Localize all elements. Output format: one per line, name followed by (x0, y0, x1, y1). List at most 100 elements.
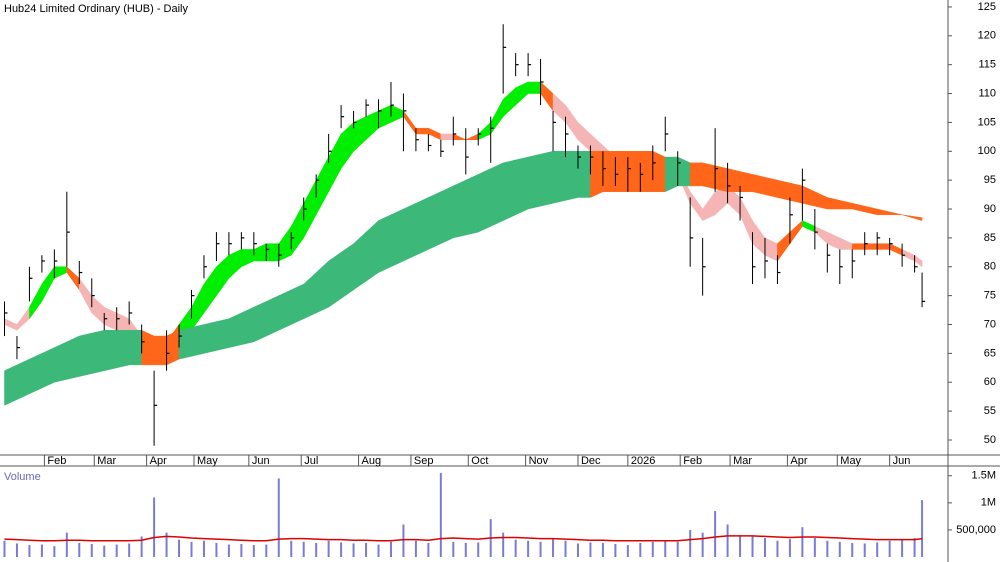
volume-bar (215, 542, 218, 557)
volume-bar (178, 539, 181, 557)
y-tick-label: 100 (978, 145, 996, 157)
y-tick-label: 500,000 (956, 524, 996, 536)
y-tick-label: 60 (984, 376, 996, 388)
volume-bar (103, 545, 106, 557)
volume-bar (40, 544, 43, 557)
x-tick-label: Apr (150, 455, 167, 467)
x-tick-label: Feb (47, 455, 66, 467)
band-segment (79, 329, 105, 377)
volume-bar (651, 541, 654, 557)
y-tick-label: 55 (984, 405, 996, 417)
volume-bar (78, 542, 81, 557)
volume-bar (352, 543, 355, 557)
volume-bar (826, 540, 829, 557)
volume-bar (28, 545, 31, 557)
x-tick-label: Aug (362, 455, 382, 467)
volume-bar (813, 538, 816, 557)
band-segment (128, 330, 142, 366)
y-tick-label: 85 (984, 232, 996, 244)
y-tick-label: 125 (978, 1, 996, 13)
volume-bar (626, 545, 629, 557)
band-segment (664, 156, 678, 193)
volume-bar (539, 541, 542, 557)
y-tick-label: 65 (984, 347, 996, 359)
x-tick-label: Mar (97, 455, 116, 467)
volume-bar (128, 543, 131, 557)
volume-bar (402, 524, 405, 557)
volume-bar (414, 540, 417, 557)
x-tick-label: Nov (529, 455, 549, 467)
x-tick-label: 2026 (631, 455, 655, 467)
volume-bar (589, 542, 592, 557)
volume-bar (527, 540, 530, 557)
band-segment (577, 151, 591, 198)
volume-bar (315, 542, 318, 557)
y-tick-label: 105 (978, 116, 996, 128)
volume-bar (202, 540, 205, 557)
volume-bar (776, 540, 779, 557)
volume-bar (3, 540, 6, 557)
volume-bar (726, 524, 729, 557)
band-segment (876, 243, 890, 250)
band-segment (203, 318, 230, 354)
y-tick-label: 115 (978, 59, 996, 71)
volume-bar (277, 478, 280, 557)
x-tick-label: Sep (414, 455, 434, 467)
volume-bar (302, 541, 305, 557)
volume-bar (639, 542, 642, 557)
volume-bar (65, 532, 68, 557)
band-segment (415, 127, 429, 135)
x-tick-label: Jun (252, 455, 270, 467)
volume-bar (153, 497, 156, 557)
volume-bar (477, 542, 480, 557)
volume-bar (601, 542, 604, 557)
volume-bar (290, 540, 293, 557)
volume-bar (888, 540, 891, 557)
band-segment (153, 335, 167, 366)
x-tick-label: Jun (893, 455, 911, 467)
volume-bar (115, 544, 118, 557)
volume-bar (252, 545, 255, 557)
volume-bar (876, 542, 879, 557)
volume-bar (614, 544, 617, 557)
volume-bar (689, 529, 692, 557)
volume-bar (664, 540, 667, 557)
volume-bar (340, 542, 343, 557)
volume-bar (921, 500, 924, 557)
x-tick-label: Mar (733, 455, 752, 467)
volume-bar (427, 542, 430, 557)
y-tick-label: 80 (984, 261, 996, 273)
volume-bar (763, 538, 766, 557)
band-segment (689, 162, 703, 187)
volume-bar (801, 527, 804, 557)
band-segment (477, 162, 504, 233)
band-segment (527, 150, 554, 210)
volume-bar (240, 544, 243, 557)
volume-bar (389, 541, 392, 557)
volume-bar (751, 536, 754, 557)
band-segment (852, 243, 865, 250)
band-segment (876, 208, 903, 216)
volume-bar (714, 510, 717, 557)
y-tick-label: 1M (981, 497, 996, 509)
y-tick-label: 90 (984, 203, 996, 215)
volume-bar (439, 473, 442, 557)
x-tick-label: Dec (581, 455, 601, 467)
volume-bar (913, 538, 916, 557)
volume-bar (838, 541, 841, 557)
x-tick-label: May (840, 455, 861, 467)
x-tick-label: May (197, 455, 218, 467)
volume-bar (265, 544, 268, 557)
volume-bar (327, 540, 330, 557)
band-segment (552, 151, 579, 204)
x-tick-label: Oct (471, 455, 488, 467)
volume-bar (140, 536, 143, 557)
band-segment (141, 329, 155, 366)
y-tick-label: 120 (978, 30, 996, 42)
volume-bar (452, 541, 455, 557)
band-segment (178, 324, 205, 360)
volume-bar (227, 544, 230, 557)
y-tick-label: 50 (984, 434, 996, 446)
band-segment (652, 150, 666, 192)
